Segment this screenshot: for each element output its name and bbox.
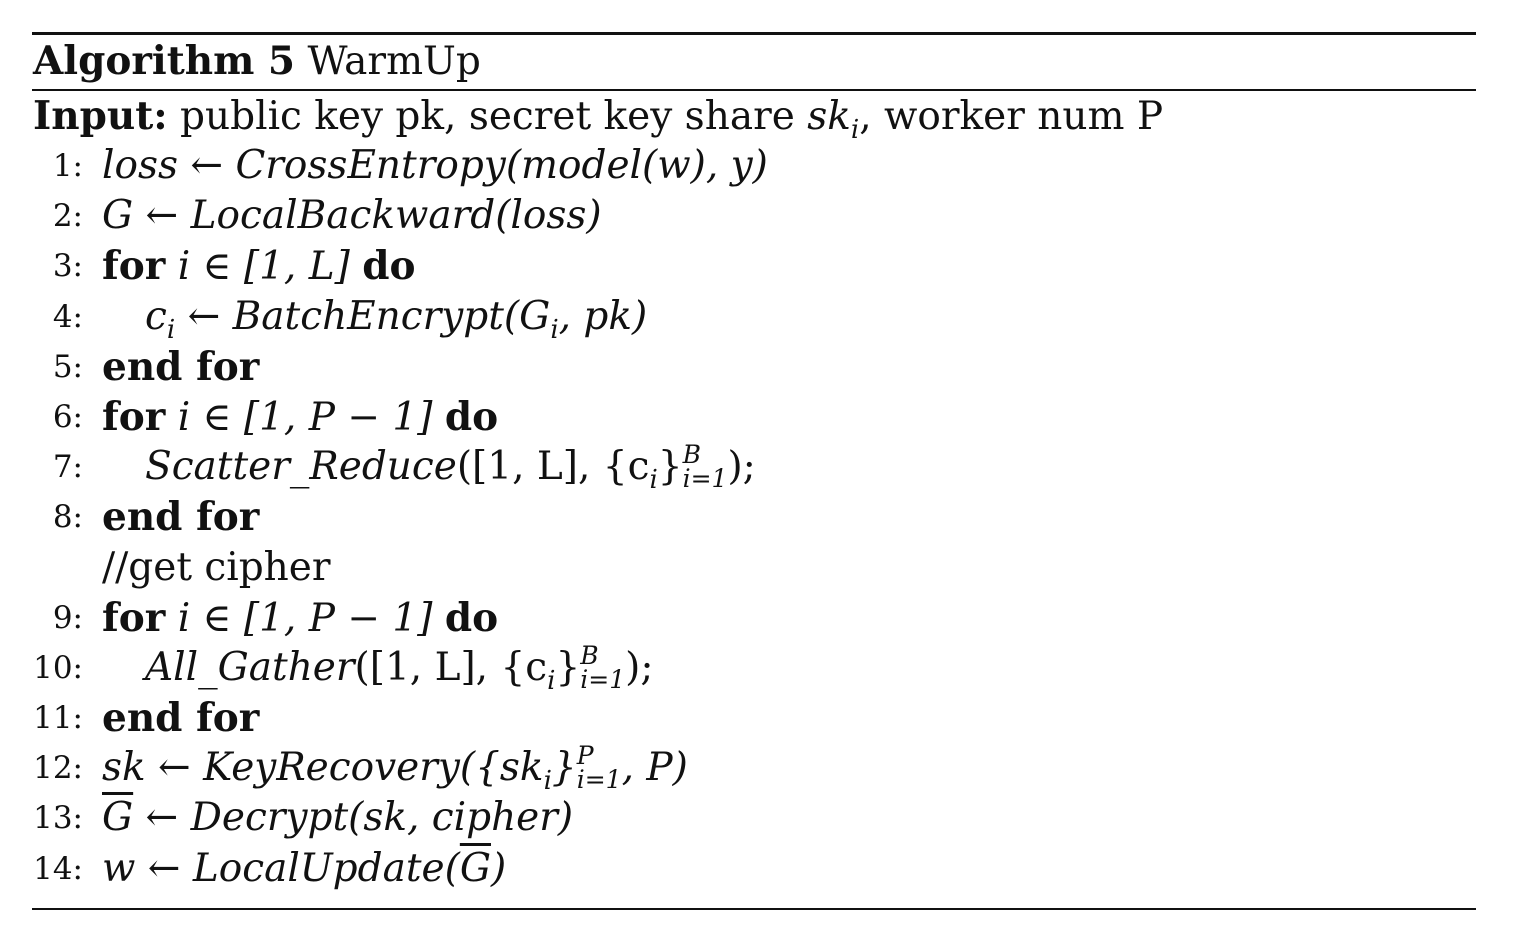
loop-range: i ∈ [1, L] [177,244,350,290]
brace-close: } [551,745,577,791]
header-rule [32,89,1476,91]
line-number: 11: [33,700,83,737]
algorithm-line: //get cipher [0,543,1521,593]
algorithm-header: Algorithm 5 WarmUp [33,36,481,86]
algorithm-label: Algorithm 5 [33,38,296,84]
superscript: B [580,640,599,670]
algorithm-line: 4: ci ← BatchEncrypt(Gi, pk) [0,292,1521,345]
line-number: 2: [52,198,83,235]
line-code: loss ← CrossEntropy(model(w), y) [102,143,768,188]
line-number: 6: [52,398,83,435]
line-number: 9: [52,599,83,636]
function-name: All_Gather [145,644,355,690]
line-number: 8: [52,499,83,536]
function-name: Scatter_Reduce [145,444,457,490]
line-number: 7: [52,449,83,486]
var-c: c [145,293,167,339]
subscript: i [543,766,552,797]
line-code: w ← LocalUpdate(G) [102,844,506,894]
keyword-end-for: end for [102,343,260,390]
line-number: 5: [52,348,83,385]
expr: w ← LocalUpdate( [102,845,460,891]
line-code: ci ← BatchEncrypt(Gi, pk) [145,292,648,345]
algorithm-line: 11: end for [0,693,1521,743]
superscript: P [576,741,594,771]
algorithm-title: WarmUp [307,39,481,84]
keyword-for: for [102,243,166,290]
top-rule [32,32,1476,35]
line-code: for i ∈ [1, P − 1] do [102,392,498,443]
args: ([1, L], {c [354,644,548,690]
subscript: i [547,665,556,696]
input-text-suffix: , worker num P [859,94,1164,139]
expr-end: ) [490,845,507,891]
input-sk-var: sk [807,94,851,139]
subscript: i [166,314,176,345]
superscript: B [682,440,701,470]
line-code: G ← LocalBackward(loss) [102,193,602,239]
line-code: for i ∈ [1, P − 1] do [102,593,498,644]
bottom-rule [32,908,1476,910]
line-number: 1: [52,148,83,184]
line-number: 14: [33,850,83,887]
brace-close: } [555,644,581,690]
keyword-do: do [444,393,499,440]
algorithm-line: 1: loss ← CrossEntropy(model(w), y) [0,141,1521,191]
brace-close: } [657,444,683,490]
algorithm-line: 3: for i ∈ [1, L] do [0,241,1521,291]
g-bar: G [459,845,491,891]
algorithm-line: 9: for i ∈ [1, P − 1] do [0,593,1521,643]
expr-end: , pk) [558,293,648,339]
algorithm-line: 2: G ← LocalBackward(loss) [0,191,1521,241]
line-code: for i ∈ [1, L] do [102,241,416,292]
algorithm-body: 1: loss ← CrossEntropy(model(w), y) 2: G… [0,141,1521,894]
subscript: i [649,464,658,495]
keyword-do: do [444,594,499,641]
algorithm-line: 5: end for [0,342,1521,392]
input-text-prefix: public key pk, secret key share [180,94,808,139]
keyword-end-for: end for [102,695,260,742]
keyword-end-for: end for [102,494,260,541]
subscript: i [550,314,559,345]
expr: ← BatchEncrypt(G [175,293,551,339]
algorithm-line: 14: w ← LocalUpdate(G) [0,844,1521,894]
expr: ← Decrypt(sk, cipher) [133,795,574,841]
args-end: ); [625,644,654,690]
keyword-for: for [102,594,166,641]
expr-end: , P) [621,745,688,791]
input-label: Input: [33,93,168,139]
input-sk-sub: i [850,114,860,145]
comment: //get cipher [102,544,331,590]
loop-range: i ∈ [1, P − 1] [177,394,433,440]
algorithm-line: 8: end for [0,492,1521,542]
keyword-for: for [102,393,166,440]
line-number: 13: [33,800,83,837]
args-end: ); [727,444,756,490]
args: ([1, L], {c [456,444,650,490]
expr: sk ← KeyRecovery({sk [102,745,544,791]
line-code: G ← Decrypt(sk, cipher) [102,793,573,843]
line-number: 10: [33,649,83,686]
loop-range: i ∈ [1, P − 1] [177,595,433,641]
keyword-do: do [362,243,416,290]
algorithm-line: 13: G ← Decrypt(sk, cipher) [0,793,1521,843]
subscript: i=1 [580,664,626,694]
algorithm-line: 6: for i ∈ [1, P − 1] do [0,392,1521,442]
input-line: Input: public key pk, secret key share s… [33,91,1164,143]
line-number: 4: [52,298,83,335]
line-number: 3: [52,248,83,285]
line-number: 12: [33,750,83,787]
g-bar: G [102,795,134,841]
subscript: i=1 [576,765,622,795]
subscript: i=1 [682,464,728,494]
